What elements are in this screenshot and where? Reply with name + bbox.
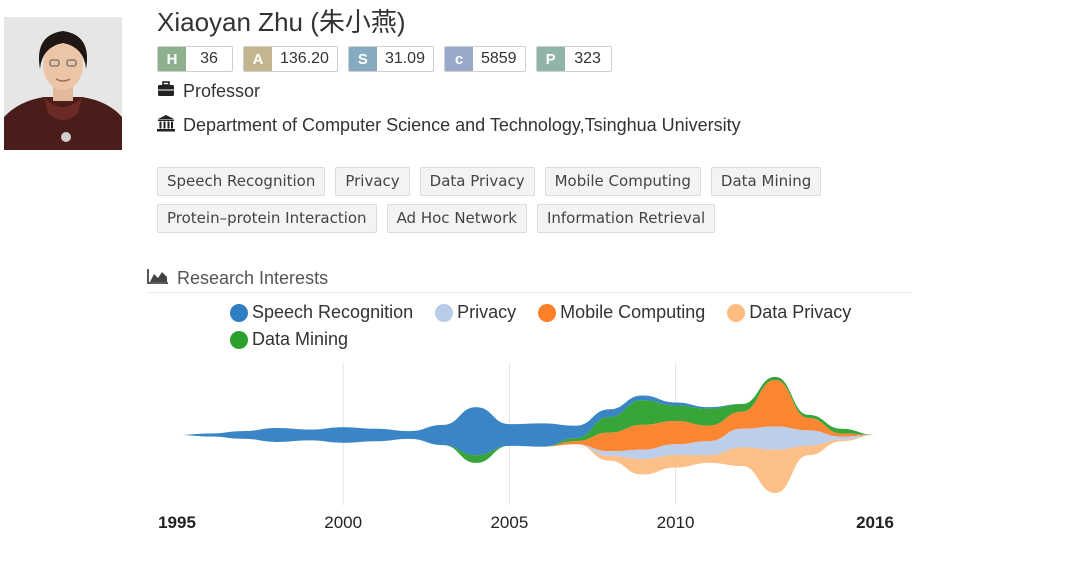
interest-tag[interactable]: Data Mining xyxy=(710,167,822,196)
stream-layer[interactable] xyxy=(177,379,875,463)
interest-tag[interactable]: Privacy xyxy=(335,167,410,196)
metric-p[interactable]: P 323 xyxy=(535,46,612,72)
legend-swatch xyxy=(230,330,248,349)
metric-key: A xyxy=(244,47,272,71)
research-streamgraph: 1995 2000 2005 2010 2016 xyxy=(158,363,894,532)
x-tick-label: 2000 xyxy=(324,513,362,532)
position-title: Professor xyxy=(183,81,261,101)
x-tick-label: 2016 xyxy=(856,513,894,532)
research-interests-title: Research Interests xyxy=(177,267,329,288)
legend-label: Data Mining xyxy=(252,329,349,349)
metrics-bar: H 36 A 136.20 S 31.09 c 5859 P 323 xyxy=(157,46,612,72)
legend-swatch xyxy=(727,303,746,322)
profile-avatar xyxy=(4,17,122,150)
chart-legend: Speech Recognition Privacy Mobile Computin… xyxy=(230,302,910,350)
metric-value: 36 xyxy=(200,50,218,67)
metric-value: 323 xyxy=(574,50,601,67)
metric-s[interactable]: S 31.09 xyxy=(347,46,434,72)
metric-key: H xyxy=(158,47,186,71)
metric-a[interactable]: A 136.20 xyxy=(243,46,338,72)
stream-layer[interactable] xyxy=(177,435,875,494)
briefcase-icon xyxy=(157,81,175,102)
affiliation-line: Department of Computer Science and Techn… xyxy=(157,114,741,137)
interest-tag[interactable]: Information Retrieval xyxy=(536,204,716,233)
legend-swatch xyxy=(435,303,454,322)
profile-name: Xiaoyan Zhu (朱小燕) xyxy=(157,7,406,37)
legend-label: Speech Recognition xyxy=(252,302,414,322)
metric-key: c xyxy=(444,47,473,71)
metric-h[interactable]: H 36 xyxy=(157,46,233,72)
legend-item[interactable]: Data Mining xyxy=(230,329,348,350)
affiliation-text: Department of Computer Science and Techn… xyxy=(183,115,741,135)
legend-item[interactable]: Speech Recognition xyxy=(230,302,413,323)
x-tick-label: 2005 xyxy=(490,513,528,532)
interest-tags: Speech Recognition Privacy Data Privacy Mob… xyxy=(157,167,1037,233)
stream-layer[interactable] xyxy=(177,376,875,456)
metric-c[interactable]: c 5859 xyxy=(443,46,526,72)
legend-swatch xyxy=(538,303,557,322)
legend-item[interactable]: Data Privacy xyxy=(727,302,851,323)
area-chart-icon xyxy=(147,268,169,289)
metric-value: 31.09 xyxy=(384,50,425,67)
research-interests-header: Research Interests xyxy=(147,264,912,293)
interest-tag[interactable]: Ad Hoc Network xyxy=(386,204,527,233)
x-tick-label: 2010 xyxy=(657,513,695,532)
legend-item[interactable]: Mobile Computing xyxy=(538,302,705,323)
stream-layer[interactable] xyxy=(177,426,875,463)
interest-tag[interactable]: Speech Recognition xyxy=(157,167,326,196)
legend-swatch xyxy=(230,303,248,322)
interest-tag[interactable]: Protein–protein Interaction xyxy=(157,204,377,233)
metric-key: P xyxy=(536,47,565,71)
interest-tag[interactable]: Data Privacy xyxy=(419,167,535,196)
metric-value: 5859 xyxy=(480,50,517,67)
metric-key: S xyxy=(348,47,377,71)
x-tick-label: 1995 xyxy=(158,513,196,532)
institution-icon xyxy=(157,114,175,137)
legend-label: Data Privacy xyxy=(749,302,852,322)
legend-label: Privacy xyxy=(457,302,517,322)
legend-label: Mobile Computing xyxy=(560,302,706,322)
interest-tag[interactable]: Mobile Computing xyxy=(544,167,701,196)
legend-item[interactable]: Privacy xyxy=(435,302,516,323)
metric-value: 136.20 xyxy=(280,50,329,67)
position-line: Professor xyxy=(157,81,260,102)
